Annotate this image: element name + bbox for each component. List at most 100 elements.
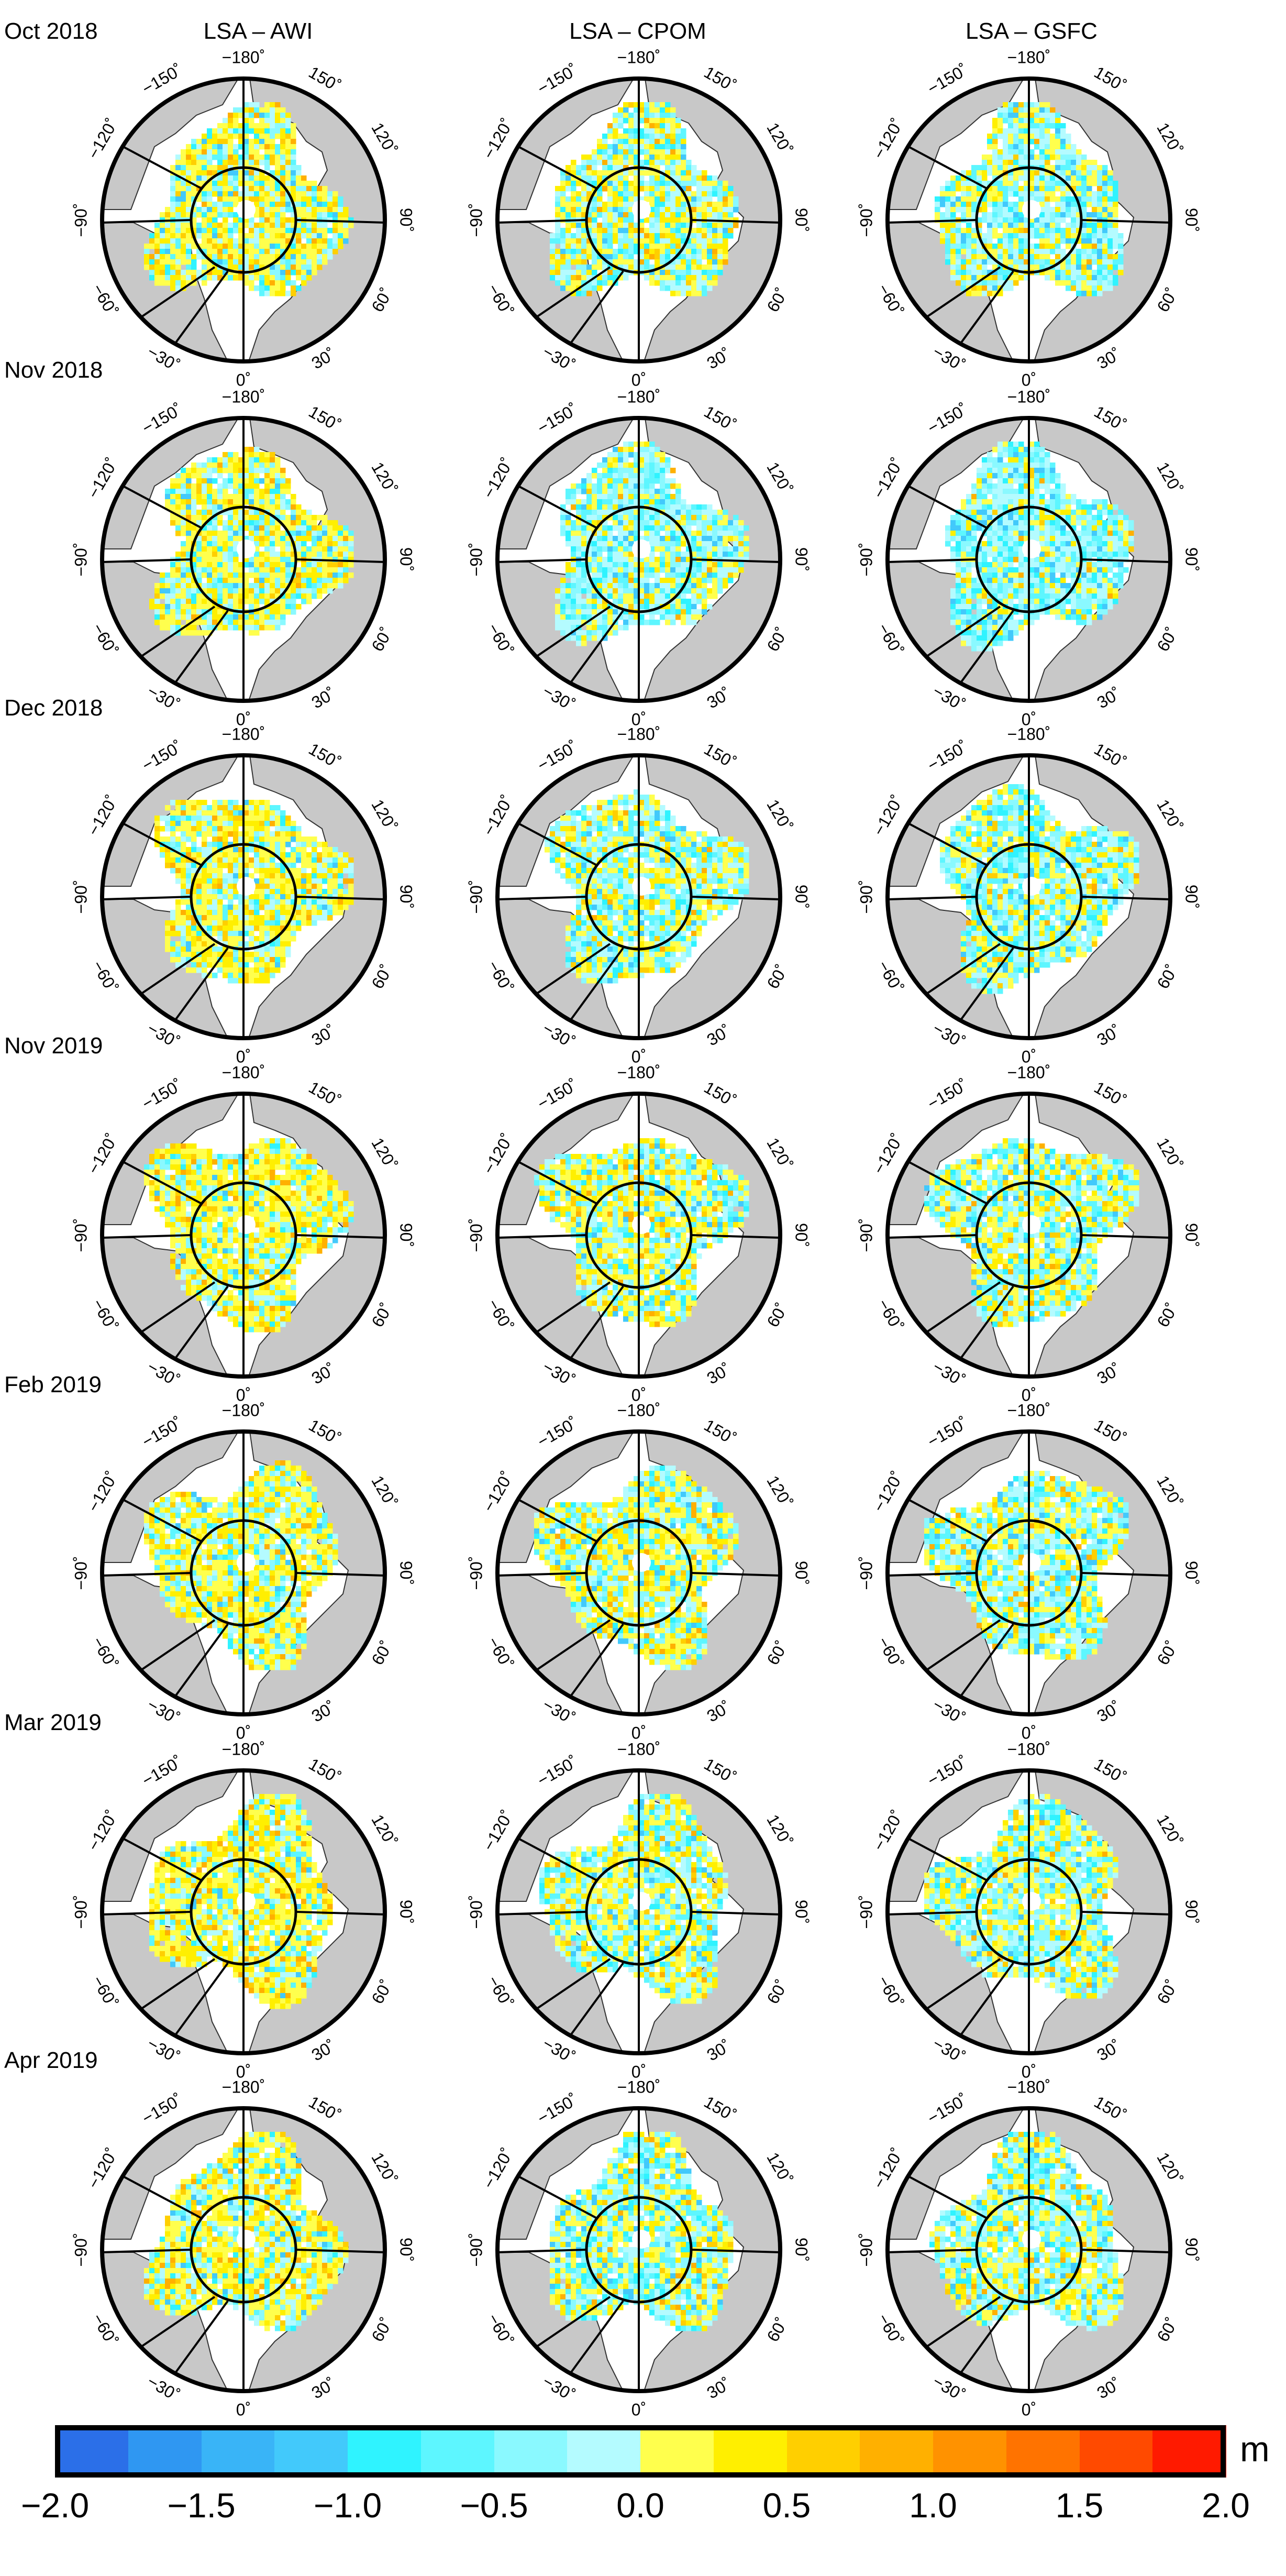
colorbar-segment bbox=[348, 2425, 422, 2478]
pole-hole bbox=[237, 2230, 256, 2249]
colorbar-segment bbox=[274, 2425, 349, 2478]
longitude-label: 150˚ bbox=[1091, 1077, 1129, 1110]
meridian-line bbox=[1081, 1572, 1170, 1577]
meridian-line bbox=[174, 1962, 229, 2036]
meridian-line bbox=[174, 2300, 229, 2374]
meridian-line bbox=[518, 2175, 597, 2219]
map-content bbox=[497, 2108, 780, 2391]
pole-hole bbox=[1022, 877, 1041, 896]
longitude-label: 120˚ bbox=[368, 796, 401, 834]
map-frame bbox=[885, 1429, 1172, 1716]
meridian-line bbox=[123, 146, 202, 190]
longitude-label: 30˚ bbox=[704, 1359, 734, 1388]
meridian-line bbox=[691, 1911, 780, 1916]
longitude-label: −180˚ bbox=[617, 1401, 661, 1419]
map-content bbox=[102, 1770, 385, 2053]
polar-map-r2-c3: −180˚ 150˚ 120˚ 90˚ 60˚ 30˚ 0˚ −30˚ −60˚ −90˚ −120… bbox=[840, 371, 1217, 748]
longitude-label: 0˚ bbox=[236, 1723, 251, 1742]
longitude-label: −180˚ bbox=[617, 387, 661, 406]
longitude-label: 150˚ bbox=[1091, 402, 1129, 435]
longitude-label: 150˚ bbox=[306, 1077, 344, 1110]
meridian-line bbox=[570, 270, 624, 344]
map-frame bbox=[495, 2106, 782, 2393]
map-content bbox=[102, 755, 385, 1038]
meridian-line bbox=[536, 943, 611, 995]
polar-map-r2-c1: −180˚ 150˚ 120˚ 90˚ 60˚ 30˚ 0˚ −30˚ −60˚ −90˚ −120… bbox=[55, 371, 432, 748]
meridian-line bbox=[888, 1911, 977, 1916]
meridian-line bbox=[691, 896, 780, 900]
longitude-label: 120˚ bbox=[1153, 459, 1186, 497]
map-content bbox=[102, 1094, 385, 1377]
inner-region-circle bbox=[190, 843, 297, 951]
longitude-label: −180˚ bbox=[222, 2077, 265, 2096]
longitude-label: 120˚ bbox=[763, 119, 796, 158]
pole-hole bbox=[237, 1553, 256, 1572]
longitude-label: 90˚ bbox=[792, 547, 811, 571]
map-svg: −180˚150˚120˚90˚60˚30˚0˚−30˚−60˚−90˚−120… bbox=[467, 1740, 811, 2081]
longitude-label: −90˚ bbox=[467, 1556, 485, 1590]
meridian-line bbox=[102, 2249, 192, 2253]
freeboard-difference-field bbox=[935, 102, 1124, 296]
colorbar-segment bbox=[1152, 2425, 1227, 2478]
colorbar-segment bbox=[494, 2425, 568, 2478]
map-content bbox=[497, 1770, 780, 2053]
freeboard-difference-field bbox=[144, 2132, 349, 2331]
meridian-line bbox=[1081, 1234, 1170, 1239]
longitude-label: 150˚ bbox=[1091, 1754, 1129, 1787]
longitude-label: 120˚ bbox=[763, 1472, 796, 1511]
polar-map-r6-c2: −180˚ 150˚ 120˚ 90˚ 60˚ 30˚ 0˚ −30˚ −60˚ −90˚ −120… bbox=[450, 1723, 827, 2100]
longitude-label: −180˚ bbox=[1007, 1401, 1051, 1419]
meridian-line bbox=[908, 146, 988, 190]
longitude-label: 90˚ bbox=[1182, 208, 1201, 232]
longitude-label: 30˚ bbox=[704, 2374, 734, 2402]
longitude-label: −180˚ bbox=[222, 724, 265, 743]
inner-region-circle bbox=[975, 1519, 1083, 1627]
longitude-label: 60˚ bbox=[763, 2315, 791, 2345]
polar-map-r3-c2: −180˚ 150˚ 120˚ 90˚ 60˚ 30˚ 0˚ −30˚ −60˚ −90˚ −120… bbox=[450, 708, 827, 1085]
meridian-line bbox=[1081, 2249, 1170, 2253]
polar-map-r7-c3: −180˚ 150˚ 120˚ 90˚ 60˚ 30˚ 0˚ −30˚ −60˚ −90˚ −120… bbox=[840, 2061, 1217, 2438]
longitude-label: 0˚ bbox=[236, 1385, 251, 1404]
longitude-label: −180˚ bbox=[617, 1063, 661, 1082]
row-label-dec-2018: Dec 2018 bbox=[4, 697, 103, 720]
longitude-label: 120˚ bbox=[368, 1811, 401, 1850]
longitude-label: 60˚ bbox=[1153, 962, 1181, 992]
longitude-label: −180˚ bbox=[617, 724, 661, 743]
colorbar-segment bbox=[1079, 2425, 1154, 2478]
map-content bbox=[102, 79, 385, 361]
freeboard-difference-field bbox=[924, 1794, 1118, 1999]
longitude-label: 120˚ bbox=[763, 2149, 796, 2187]
pole-hole bbox=[237, 877, 256, 896]
longitude-label: 30˚ bbox=[704, 1697, 734, 1725]
longitude-label: 0˚ bbox=[631, 370, 646, 389]
map-frame bbox=[100, 1768, 387, 2055]
colorbar-segment bbox=[128, 2425, 202, 2478]
meridian-line bbox=[295, 2249, 385, 2253]
longitude-label: 60˚ bbox=[1153, 624, 1181, 655]
longitude-label: −180˚ bbox=[617, 2077, 661, 2096]
longitude-label: 90˚ bbox=[1182, 1223, 1201, 1247]
polar-map-r4-c1: −180˚ 150˚ 120˚ 90˚ 60˚ 30˚ 0˚ −30˚ −60˚ −90˚ −120… bbox=[55, 1047, 432, 1424]
freeboard-difference-field bbox=[924, 1138, 1139, 1327]
longitude-label: 120˚ bbox=[1153, 796, 1186, 834]
map-frame bbox=[885, 416, 1172, 703]
map-svg: −180˚150˚120˚90˚60˚30˚0˚−30˚−60˚−90˚−120… bbox=[857, 724, 1201, 1066]
meridian-line bbox=[926, 1281, 1001, 1333]
longitude-label: 30˚ bbox=[1094, 344, 1124, 372]
longitude-label: 30˚ bbox=[1094, 1359, 1124, 1388]
colorbar-segment bbox=[640, 2425, 714, 2478]
meridian-line bbox=[908, 1499, 988, 1543]
meridian-line bbox=[140, 1281, 216, 1333]
longitude-label: 90˚ bbox=[1182, 885, 1201, 909]
colorbar-segment bbox=[201, 2425, 275, 2478]
longitude-label: 60˚ bbox=[763, 962, 791, 992]
inner-region-circle bbox=[585, 166, 693, 274]
meridian-line bbox=[497, 2249, 587, 2253]
meridian-line bbox=[691, 2249, 780, 2253]
meridian-line bbox=[960, 1285, 1014, 1359]
longitude-label: −180˚ bbox=[1007, 387, 1051, 406]
longitude-label: −90˚ bbox=[857, 543, 875, 577]
longitude-label: 90˚ bbox=[397, 885, 416, 909]
longitude-label: −90˚ bbox=[467, 203, 485, 237]
meridian-line bbox=[536, 266, 611, 318]
